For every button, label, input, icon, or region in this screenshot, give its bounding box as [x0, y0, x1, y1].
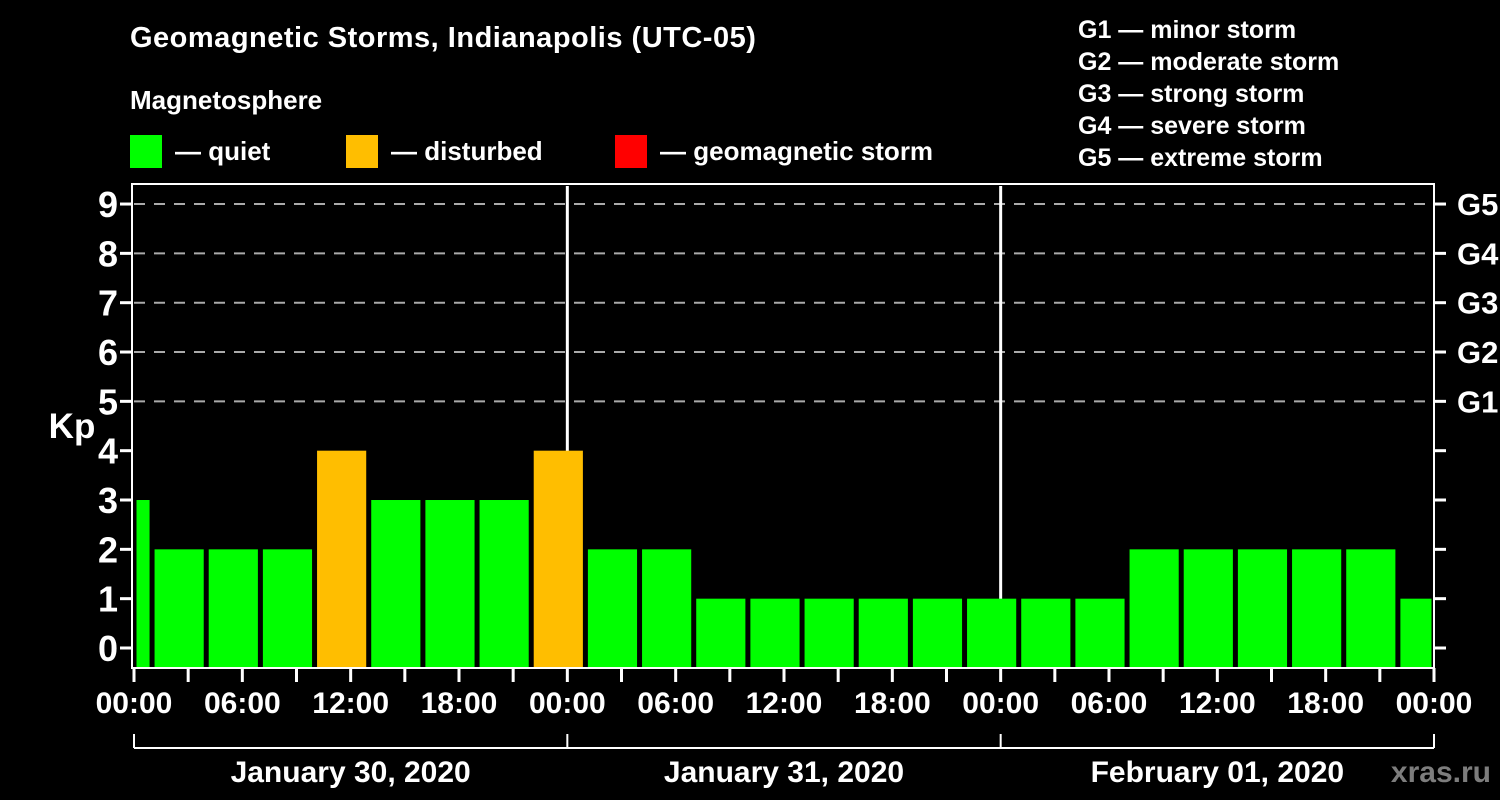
g-scale-legend: G1 — minor storm G2 — moderate storm G3 …: [1078, 14, 1339, 174]
y-tick-label: 3: [98, 480, 118, 521]
legend-quiet-label: — quiet: [175, 135, 271, 166]
kp-bar: [262, 549, 313, 667]
g-level-label: G3: [1457, 286, 1498, 321]
kp-bar: [1292, 549, 1342, 667]
y-tick-label: 5: [98, 381, 118, 422]
y-tick-label: 4: [98, 431, 118, 472]
disturbed-color-swatch: [346, 134, 378, 168]
y-tick-label: 6: [98, 332, 118, 373]
x-tick-label: 12:00: [312, 687, 389, 720]
y-tick-label: 9: [98, 184, 118, 225]
kp-bar: [1129, 549, 1179, 667]
kp-bar: [317, 450, 367, 667]
kp-axis-label: Kp: [49, 407, 96, 446]
kp-bar: [533, 450, 583, 667]
kp-bar: [642, 549, 692, 667]
kp-bar: [208, 549, 258, 667]
date-label: January 30, 2020: [231, 756, 471, 789]
x-tick-label: 18:00: [1287, 687, 1364, 720]
x-tick-label: 00:00: [962, 687, 1039, 720]
y-tick-label: 1: [98, 579, 118, 620]
x-tick-label: 06:00: [1071, 687, 1148, 720]
g1-legend-line: G1 — minor storm: [1078, 16, 1297, 44]
y-tick-label: 7: [98, 283, 118, 324]
kp-bar: [154, 549, 204, 667]
legend-disturbed-label: — disturbed: [391, 135, 543, 166]
kp-bar: [804, 598, 854, 667]
legend-item-disturbed: — disturbed: [346, 134, 543, 168]
kp-bar: [425, 500, 475, 667]
x-tick-label: 12:00: [746, 687, 823, 720]
kp-bar: [750, 598, 800, 667]
kp-bar: [912, 598, 963, 667]
kp-bar: [587, 549, 638, 667]
kp-bar: [1183, 549, 1233, 667]
storm-color-swatch: [615, 134, 647, 168]
kp-bar: [136, 500, 150, 667]
g-level-label: G1: [1457, 384, 1498, 419]
kp-bar: [1075, 598, 1125, 667]
watermark-text: xras.ru: [1391, 756, 1491, 789]
x-tick-label: 18:00: [421, 687, 498, 720]
magnetosphere-label: Magnetosphere: [130, 85, 323, 115]
legend-item-storm: — geomagnetic storm: [615, 134, 933, 168]
g2-legend-line: G2 — moderate storm: [1078, 48, 1340, 76]
kp-bar: [1237, 549, 1288, 667]
kp-bar: [967, 598, 1017, 667]
kp-bar: [479, 500, 529, 667]
y-tick-label: 2: [98, 529, 118, 570]
kp-bar: [1400, 598, 1432, 667]
kp-bar: [371, 500, 421, 667]
kp-bar: [696, 598, 746, 667]
g-level-label: G2: [1457, 335, 1498, 370]
x-tick-label: 12:00: [1179, 687, 1256, 720]
date-label: February 01, 2020: [1091, 756, 1345, 789]
y-tick-label: 0: [98, 628, 118, 669]
x-tick-label: 00:00: [96, 687, 173, 720]
g-level-label: G4: [1457, 236, 1499, 271]
quiet-color-swatch: [130, 134, 162, 168]
x-tick-label: 00:00: [1396, 687, 1473, 720]
kp-bar: [1346, 549, 1396, 667]
x-tick-label: 00:00: [529, 687, 606, 720]
legend-item-quiet: — quiet: [130, 134, 270, 168]
kp-bar: [1021, 598, 1071, 667]
legend-storm-label: — geomagnetic storm: [660, 135, 934, 166]
g-level-label: G5: [1457, 187, 1498, 222]
x-tick-label: 06:00: [204, 687, 281, 720]
page-title: Geomagnetic Storms, Indianapolis (UTC-05…: [130, 22, 757, 54]
x-tick-label: 06:00: [637, 687, 714, 720]
y-tick-label: 8: [98, 233, 118, 274]
g3-legend-line: G3 — strong storm: [1078, 80, 1305, 108]
g5-legend-line: G5 — extreme storm: [1078, 144, 1323, 172]
kp-bar: [858, 598, 908, 667]
g4-legend-line: G4 — severe storm: [1078, 112, 1306, 140]
date-label: January 31, 2020: [664, 756, 904, 789]
x-tick-label: 18:00: [854, 687, 931, 720]
